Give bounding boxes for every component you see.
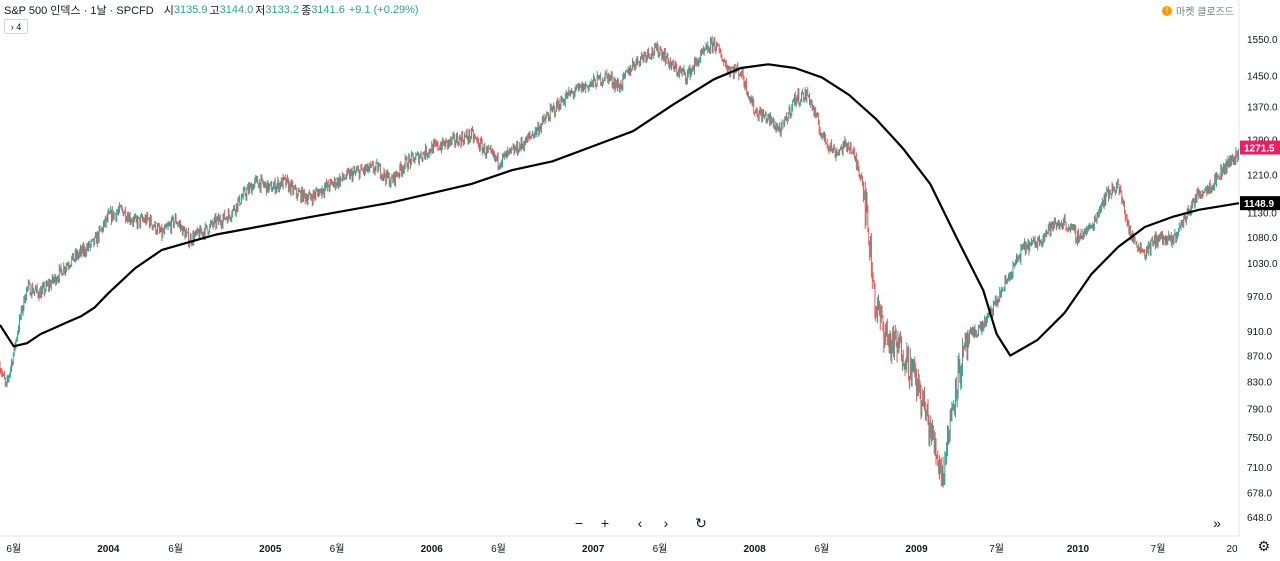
y-tick-label: 830.0 [1247,377,1272,388]
y-tick-label: 910.0 [1247,327,1272,338]
scroll-left-button[interactable]: ‹ [637,515,643,531]
y-tick-label: 1130.0 [1247,208,1277,219]
scroll-right-button[interactable]: › [663,515,669,531]
x-tick-label: 2006 [421,544,444,555]
close-value: 3141.6 [311,4,345,16]
y-tick-label: 750.0 [1247,433,1272,444]
x-tick-label: 6월 [6,543,21,555]
jump-to-realtime-button[interactable]: » [1213,515,1221,531]
price-label-bg [1240,196,1280,211]
y-tick-label: 970.0 [1247,292,1272,303]
x-tick-label: 2005 [259,544,282,555]
symbol-title[interactable]: S&P 500 인덱스 · 1날 · SPCFD [4,5,154,17]
x-tick-label: 2004 [97,544,120,555]
y-tick-label: 1080.0 [1247,233,1278,244]
open-label: 시 [163,5,174,17]
zoom-in-button[interactable]: + [600,515,610,531]
price-label-bg [1240,140,1280,155]
x-tick-label: 6월 [814,543,829,555]
x-tick-label: 2008 [744,544,767,555]
x-tick-label: 20 [1226,544,1238,555]
x-tick-label: 7월 [989,543,1004,555]
y-tick-label: 678.0 [1247,488,1272,499]
warning-dot-icon: ! [1162,5,1173,16]
low-label: 저 [255,5,266,17]
low-value: 3133.2 [265,4,300,16]
market-status-label: 마켓 클로즈드 [1176,7,1234,18]
y-tick-label: 790.0 [1247,405,1272,416]
reset-chart-button[interactable]: ↻ [695,514,707,531]
market-status[interactable]: ! 마켓 클로즈드 [1162,3,1234,18]
y-tick-label: 710.0 [1247,463,1272,474]
x-tick-label: 6월 [491,543,506,555]
zoom-out-button[interactable]: − [574,515,584,531]
close-label: 종 [301,5,312,17]
y-tick-label: 1210.0 [1247,171,1278,182]
x-tick-label: 6월 [330,543,345,555]
x-tick-label: 2010 [1067,544,1090,555]
high-label: 고 [209,5,220,17]
y-tick-label: 1030.0 [1247,259,1278,270]
open-value: 3135.9 [173,4,208,16]
y-tick-label: 1370.0 [1247,103,1278,114]
y-tick-label: 870.0 [1247,352,1272,363]
x-tick-label: 2009 [905,544,928,555]
ma-price-label: 1148.9 [1244,199,1274,210]
y-tick-label: 648.0 [1247,513,1272,524]
moving-average-line [0,63,1240,357]
gear-icon[interactable]: ⚙ [1257,538,1270,554]
x-tick-label: 7월 [1151,543,1166,555]
y-tick-label: 1550.0 [1247,35,1278,46]
legend-header: S&P 500 인덱스 · 1날 · SPCFD 시 3135.9 고 3144… [4,2,419,18]
high-value: 3144.0 [219,4,254,16]
y-tick-label: 1450.0 [1247,72,1278,83]
x-tick-label: 6월 [168,543,183,555]
x-tick-label: 6월 [653,543,668,555]
change-value: +9.1 (+0.29%) [348,4,419,16]
indicators-collapse-button[interactable]: › 4 [4,19,28,34]
x-tick-label: 2007 [582,544,605,555]
last-price-label: 1271.5 [1244,144,1275,155]
